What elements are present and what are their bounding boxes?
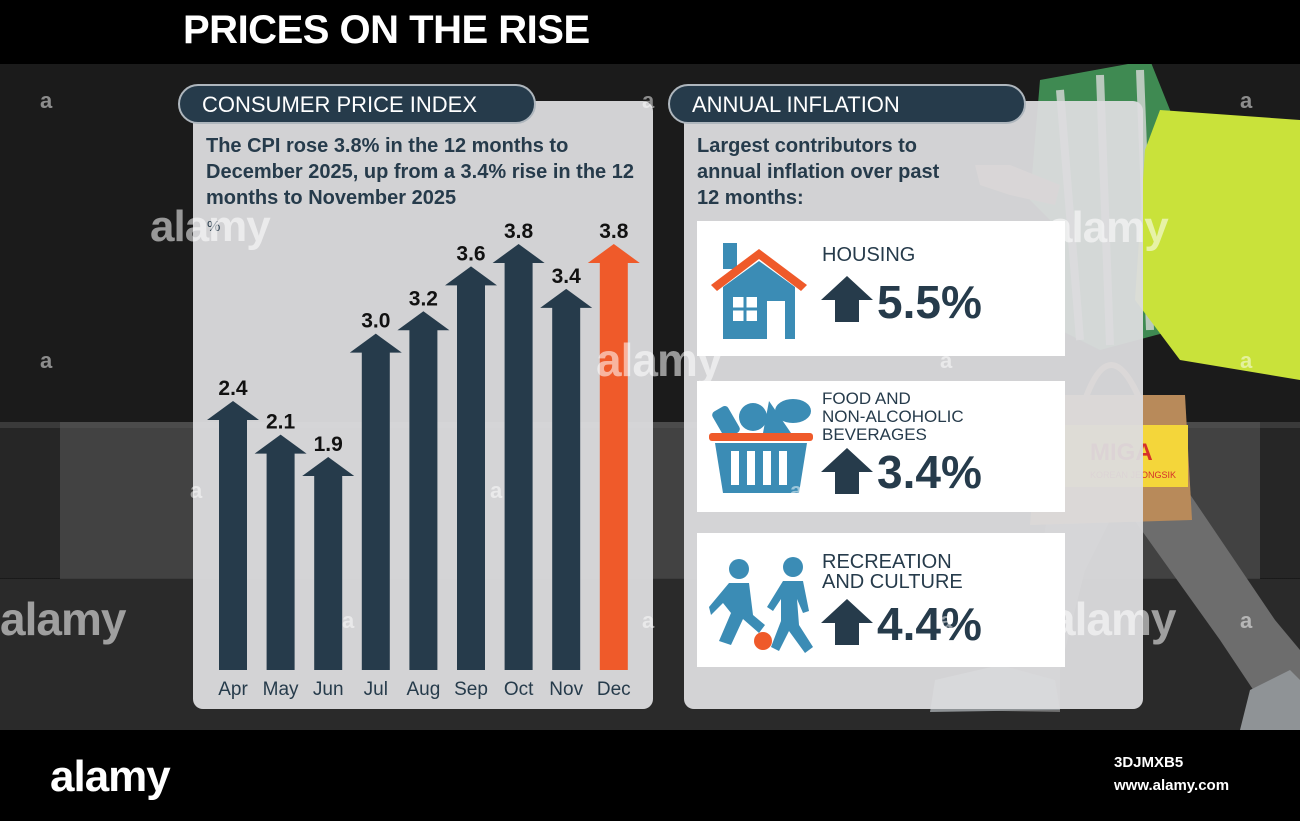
- footer-bar: [0, 730, 1300, 821]
- category-label-aug: Aug: [406, 679, 440, 700]
- alamy-watermark: alamy: [1050, 593, 1176, 645]
- housing-value: 5.5%: [877, 276, 982, 328]
- value-label-dec: 3.8: [599, 220, 629, 243]
- site-url: www.alamy.com: [1114, 777, 1230, 794]
- right-shoe: [1240, 670, 1300, 730]
- food-label-line2: NON-ALCOHOLIC: [822, 407, 964, 426]
- food-label-line3: BEVERAGES: [822, 425, 927, 444]
- cpi-unit-label: %: [207, 218, 221, 235]
- cpi-panel-header: CONSUMER PRICE INDEX: [178, 84, 536, 124]
- value-label-oct: 3.8: [504, 220, 534, 243]
- bar-nov: [540, 288, 593, 670]
- bar-sep: [445, 266, 497, 670]
- inflation-description: Largest contributors to annual inflation…: [697, 135, 940, 209]
- bar-may: [254, 434, 307, 670]
- category-label-jun: Jun: [313, 679, 344, 700]
- bar-jun: [302, 457, 355, 670]
- housing-label: HOUSING: [822, 244, 916, 266]
- category-label-dec: Dec: [597, 679, 631, 700]
- category-label-may: May: [263, 679, 299, 700]
- contributor-card-housing: HOUSING 5.5%: [697, 221, 1065, 356]
- up-arrow-icon: [821, 276, 873, 322]
- alamy-mark: a: [190, 478, 203, 503]
- alamy-mark: a: [1240, 348, 1253, 373]
- alamy-mark: a: [642, 88, 655, 113]
- bar-dec: [587, 244, 640, 670]
- basket-icon: [709, 399, 813, 493]
- category-label-apr: Apr: [218, 679, 248, 700]
- up-arrow-icon: [821, 599, 873, 645]
- food-value: 3.4%: [877, 446, 982, 498]
- delivery-backpack: [1135, 110, 1300, 380]
- alamy-mark: a: [342, 608, 355, 633]
- alamy-mark: a: [1240, 88, 1253, 113]
- recreation-label-line1: RECREATION: [822, 551, 952, 573]
- alamy-watermark: alamy: [0, 593, 126, 645]
- alamy-mark: a: [40, 88, 53, 113]
- recreation-value: 4.4%: [877, 598, 982, 650]
- up-arrow-icon: [821, 448, 873, 494]
- alamy-mark: a: [940, 608, 953, 633]
- bar-oct: [492, 244, 545, 670]
- value-label-jul: 3.0: [361, 310, 390, 333]
- bar-jul: [349, 333, 402, 670]
- value-label-jun: 1.9: [314, 433, 343, 456]
- alamy-mark: a: [642, 608, 655, 633]
- bar-apr: [207, 400, 259, 670]
- page-title: PRICES ON THE RISE: [183, 8, 590, 52]
- cpi-arrow-bar-chart: 2.4 Apr 2.1 May 1.9 Jun 3.0 Jul 3.2 Aug 3.6 Sep 3.8 O…: [207, 220, 640, 700]
- alamy-watermark: alamy: [1048, 203, 1169, 252]
- alamy-mark: a: [40, 348, 53, 373]
- category-label-jul: Jul: [364, 679, 388, 700]
- category-label-oct: Oct: [504, 679, 534, 700]
- value-label-aug: 3.2: [409, 287, 438, 310]
- category-label-sep: Sep: [454, 679, 488, 700]
- contributor-card-food: FOOD AND NON-ALCOHOLIC BEVERAGES 3.4%: [697, 381, 1065, 512]
- alamy-mark: a: [940, 348, 953, 373]
- alamy-watermark: alamy: [596, 334, 722, 386]
- alamy-mark: a: [490, 478, 503, 503]
- bar-aug: [397, 311, 450, 670]
- value-label-may: 2.1: [266, 411, 296, 434]
- alamy-logo: alamy: [50, 752, 171, 801]
- value-label-sep: 3.6: [456, 242, 485, 265]
- value-label-nov: 3.4: [552, 265, 582, 288]
- contributor-card-recreation: RECREATION AND CULTURE 4.4%: [697, 533, 1065, 667]
- people-playing-icon: [709, 557, 813, 653]
- alamy-mark: a: [1240, 608, 1253, 633]
- recreation-label-line2: AND CULTURE: [822, 571, 963, 593]
- cpi-description: The CPI rose 3.8% in the 12 months to De…: [206, 135, 634, 209]
- image-id: 3DJMXB5: [1114, 754, 1184, 771]
- food-label-line1: FOOD AND: [822, 389, 911, 408]
- house-icon: [711, 243, 807, 339]
- category-label-nov: Nov: [549, 679, 583, 700]
- inflation-panel-header: ANNUAL INFLATION: [668, 84, 1026, 124]
- title-bar: [0, 0, 1300, 64]
- value-label-apr: 2.4: [218, 377, 248, 400]
- alamy-mark: a: [790, 478, 803, 503]
- alamy-watermark: alamy: [150, 202, 271, 251]
